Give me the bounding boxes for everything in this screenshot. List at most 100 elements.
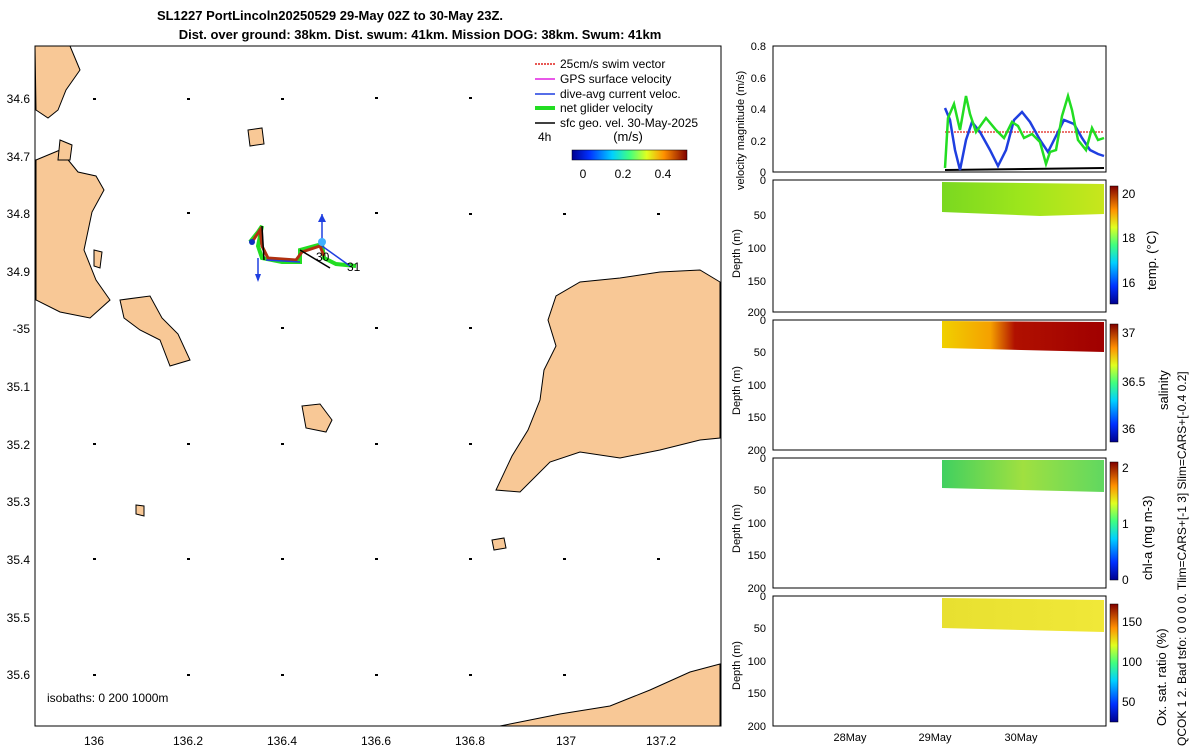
colorbar-tick: 0.2 (615, 167, 632, 181)
depth-tick: 150 (748, 276, 766, 288)
lat-tick: 35.3 (7, 495, 31, 509)
lat-tick: 34.9 (7, 265, 31, 279)
velocity-axes-frame (772, 45, 1107, 173)
vel-series-sfc (944, 167, 1105, 171)
track-label-30: 30 (316, 250, 330, 264)
depth-tick: 200 (748, 445, 766, 457)
chla-colorbar (1109, 461, 1119, 581)
temp-cbar-tick: 18 (1122, 231, 1136, 245)
salinity-axes-frame (772, 319, 1107, 451)
lat-tick: -35 (13, 322, 31, 336)
legend-extra-4h: 4h (538, 130, 551, 144)
lat-tick: 34.6 (7, 92, 31, 106)
depth-tick: 100 (748, 243, 766, 255)
sal-depth-ylabel: Depth (m) (731, 366, 743, 415)
lon-tick: 136.2 (173, 734, 203, 748)
lat-tick: 35.5 (7, 611, 31, 625)
depth-tick: 200 (748, 721, 766, 733)
lon-tick: 136 (84, 734, 104, 748)
map-panel: 30 31 136 136.2 136.4 136.6 136.8 137 13… (7, 45, 722, 748)
temp-cbar-label: temp. (°C) (1144, 231, 1159, 290)
oxygen-axes-frame (772, 595, 1107, 727)
colorbar-tick: 0.4 (655, 167, 672, 181)
glider-track (248, 214, 357, 282)
lat-tick: 35.2 (7, 438, 31, 452)
oxygen-panel: 50 100 150 (772, 595, 1142, 727)
depth-tick: 100 (748, 518, 766, 530)
depth-tick: 0 (760, 591, 766, 603)
chla-panel: 0 1 2 (772, 457, 1129, 589)
chla-cbar-label: chl-a (mg m-3) (1140, 495, 1155, 580)
depth-ticks: 0 50 100 150 200 0 50 100 150 200 0 50 1… (748, 175, 766, 733)
legend-label: dive-avg current veloc. (560, 87, 681, 101)
legend-label: net glider velocity (560, 101, 653, 115)
lon-tick: 136.4 (267, 734, 297, 748)
depth-tick: 200 (748, 583, 766, 595)
velocity-ylabel: velocity magnitude (m/s) (735, 71, 747, 190)
ox-cbar-tick: 50 (1122, 695, 1136, 709)
vel-ytick: 0.6 (751, 73, 766, 85)
title-line-2: Dist. over ground: 38km. Dist. swum: 41k… (178, 27, 662, 42)
chla-section (942, 460, 1104, 492)
temp-depth-ylabel: Depth (m) (731, 229, 743, 278)
depth-tick: 150 (748, 688, 766, 700)
depth-tick: 0 (760, 175, 766, 187)
lat-tick: 35.1 (7, 380, 31, 394)
isobaths-label: isobaths: 0 200 1000m (47, 691, 168, 705)
time-tick: 29May (918, 732, 952, 744)
lat-tick: 35.6 (7, 668, 31, 682)
vel-series-dive (943, 107, 1105, 171)
side-note-qc: QCOK 1 2. Bad tsfo: 0 0 0 0. Tlim=CARS+[… (1175, 371, 1189, 746)
chla-cbar-tick: 0 (1122, 573, 1129, 587)
speed-colorbar (571, 149, 688, 161)
temp-axes-frame (772, 179, 1107, 313)
track-label-31: 31 (347, 260, 361, 274)
depth-tick: 50 (754, 485, 766, 497)
vel-ytick: 0.4 (751, 104, 766, 116)
legend-label: GPS surface velocity (560, 72, 671, 86)
ox-depth-ylabel: Depth (m) (731, 641, 743, 690)
lat-axis: 34.6 34.7 34.8 34.9 -35 35.1 35.2 35.3 3… (7, 92, 31, 682)
depth-tick: 0 (760, 453, 766, 465)
lon-tick: 137.2 (646, 734, 676, 748)
colorbar-title: (m/s) (613, 129, 643, 144)
chla-cbar-tick: 1 (1122, 517, 1129, 531)
time-tick: 28May (833, 732, 867, 744)
time-tick: 30May (1004, 732, 1038, 744)
lon-tick: 137 (556, 734, 576, 748)
temp-cbar-tick: 20 (1122, 187, 1136, 201)
vel-ytick: 0.8 (751, 41, 766, 53)
temp-panel: 16 18 20 (772, 179, 1136, 313)
depth-tick: 50 (754, 347, 766, 359)
sal-cbar-tick: 37 (1122, 326, 1136, 340)
land-west (34, 45, 333, 517)
temp-colorbar (1109, 185, 1119, 305)
map-axes-frame (34, 45, 722, 727)
salinity-section (942, 321, 1104, 352)
depth-tick: 100 (748, 656, 766, 668)
oxygen-colorbar (1109, 603, 1119, 723)
oxygen-section (942, 598, 1104, 632)
lon-tick: 136.8 (455, 734, 485, 748)
vel-ytick: 0.2 (751, 136, 766, 148)
depth-tick: 150 (748, 550, 766, 562)
salinity-panel: 36 36.5 37 (772, 319, 1146, 451)
vel-ytick: 0 (760, 167, 766, 179)
chla-cbar-tick: 2 (1122, 461, 1129, 475)
depth-tick: 100 (748, 380, 766, 392)
depth-tick: 150 (748, 412, 766, 424)
lat-tick: 35.4 (7, 553, 31, 567)
isobath-markers (93, 97, 660, 676)
oxygen-cbar-label: Ox. sat. ratio (%) (1154, 628, 1169, 726)
ox-cbar-tick: 100 (1122, 655, 1142, 669)
ox-cbar-tick: 150 (1122, 615, 1142, 629)
salinity-colorbar (1109, 323, 1119, 443)
temp-section (942, 182, 1104, 216)
temp-cbar-tick: 16 (1122, 276, 1136, 290)
land-east (491, 269, 721, 727)
lat-tick: 34.8 (7, 207, 31, 221)
lon-tick: 136.6 (361, 734, 391, 748)
lat-tick: 34.7 (7, 150, 31, 164)
sal-cbar-tick: 36.5 (1122, 375, 1146, 389)
legend-label: sfc geo. vel. 30-May-2025 (560, 116, 698, 130)
